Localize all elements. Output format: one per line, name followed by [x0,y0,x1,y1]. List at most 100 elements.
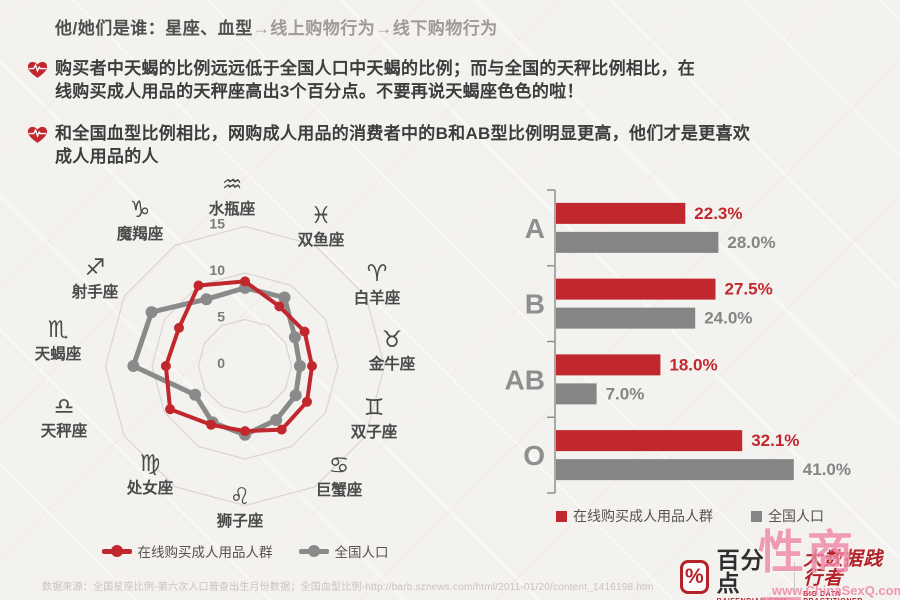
zodiac-symbol-icon: ♓ [311,202,332,228]
radar-data-point [193,280,204,291]
bar-value-label: 24.0% [704,309,752,328]
radar-grid-ring [104,225,386,507]
zodiac-symbol-icon: ♑ [130,196,151,222]
radar-data-point [299,326,310,337]
radar-data-point [240,426,250,437]
page-title-main: 他/她们是谁：星座、血型 [55,19,253,38]
zodiac-symbol-icon: ♌ [230,483,251,509]
logo-brand-url: BAIFENDIAN.COM [717,598,787,600]
zodiac-symbol-icon: ♈ [367,260,388,286]
zodiac-name-label: 双鱼座 [298,230,345,249]
red-line-marker-icon [101,545,132,557]
bar-segment [556,354,661,376]
bar-value-label: 32.1% [751,431,799,450]
radar-grid-ring [151,272,339,460]
radar-data-point [200,293,213,306]
radar-legend-item-national: 全国人口 [298,541,389,561]
radar-data-point [189,388,202,401]
watermark-text: 性商网 [758,526,856,600]
heart-pulse-icon [27,126,48,143]
percent-logo-icon: % [680,560,709,594]
radar-data-point [278,291,291,304]
radar-data-point [165,404,176,415]
radar-data-point [276,424,287,435]
radar-data-point [127,360,140,372]
bar-legend-label-online: 在线购买成人用品人群 [573,508,713,524]
bar-chart-bloodtype: A 22.3% 28.0% B 27.5% 24.0% AB 18.0% 7.0% O 32.1%4… [505,189,851,494]
radar-data-point [206,419,217,430]
blood-type-label: AB [505,364,545,395]
bar-value-label: 7.0% [606,384,645,403]
bullet-text-bloodtype: 和全国血型比例相比，网购成人用品的消费者中的B和AB型比例明显更高，他们才是更喜… [55,124,751,166]
radar-legend-label-national: 全国人口 [334,545,389,560]
bar-value-label: 18.0% [669,355,717,374]
gray-square-marker-icon [751,510,762,522]
radar-data-point [302,396,312,407]
radar-axis-tick-label: 0 [217,355,225,371]
zodiac-name-label: 处女座 [126,478,174,497]
radar-grid-ring [197,318,293,414]
radar-chart-zodiac: 0 5 10 15 ♒ 水瓶座 ♓ 双鱼座 ♈ 白羊座 ♉ 金牛座 ♊ 双子座♋ 巨蟹座 ♌ 狮子座 ♍ 处女座 ♎ 天… [35,171,416,530]
radar-data-point [288,331,301,344]
bar-segment [556,383,597,405]
radar-data-point [274,301,285,312]
zodiac-symbol-icon: ♍ [140,450,161,476]
data-source-note: 数据来源：全国星座比例-第六次人口普查出生月份数据；全国血型比例-http://… [42,582,654,593]
bar-value-label: 28.0% [727,233,775,252]
logo-slogan: 大数据践行者 [803,548,884,589]
radar-data-point [174,322,184,333]
heart-pulse-icon [27,61,48,78]
zodiac-name-label: 天秤座 [41,421,88,440]
bar-segment [556,459,794,481]
bar-segment [556,430,743,452]
bullet-text-zodiac: 购买者中天蝎的比例远远低于全国人口中天蝎的比例；而与全国的天秤比例相比，在 线购… [55,59,696,101]
radar-axis-tick-label: 5 [217,309,225,325]
logo-brand-name: 百分点 [716,547,765,596]
bar-segment [556,307,696,329]
zodiac-name-label: 双子座 [351,422,398,441]
gray-line-marker-icon [298,545,329,557]
radar-data-point [289,389,302,402]
bar-legend-label-national: 全国人口 [768,508,824,524]
radar-data-point [240,276,250,287]
blood-type-label: O [523,440,545,471]
bar-value-label: 41.0% [803,460,851,479]
zodiac-name-label: 白羊座 [354,288,401,307]
radar-data-point [160,361,171,371]
zodiac-symbol-icon: ♊ [364,394,385,420]
zodiac-symbol-icon: ♐ [85,254,106,280]
logo-divider [794,562,796,592]
zodiac-name-label: 魔羯座 [117,224,164,243]
radar-legend: 在线购买成人用品人群 全国人口 [25,541,465,561]
zodiac-symbol-icon: ♒ [222,171,243,197]
zodiac-name-label: 狮子座 [216,511,264,530]
radar-data-point [270,414,283,426]
bar-value-label: 22.3% [694,204,742,223]
baifendian-logo: % 百分点 BAIFENDIAN.COM 大数据践行者 BIG DATA PRA… [680,549,900,600]
zodiac-name-label: 巨蟹座 [316,480,363,499]
radar-data-point [293,360,306,372]
zodiac-symbol-icon: ♏ [48,316,69,342]
page-title-flow: →线上购物行为→线下购物行为 [252,19,498,38]
zodiac-symbol-icon: ♎ [54,393,75,419]
bar-legend-item-online: 在线购买成人用品人群 [556,506,713,526]
bar-legend: 在线购买成人用品人群 全国人口 [556,506,824,526]
zodiac-symbol-icon: ♋ [329,452,350,478]
radar-data-point [307,361,317,371]
zodiac-name-label: 射手座 [71,282,119,301]
bar-segment [556,202,686,224]
radar-data-point [145,306,158,319]
zodiac-name-label: 金牛座 [368,354,416,373]
watermark-url: www.ChinaSexQ.com [772,583,900,598]
radar-legend-item-online: 在线购买成人用品人群 [101,541,273,561]
radar-axis-tick-label: 10 [209,262,225,278]
radar-legend-label-online: 在线购买成人用品人群 [137,545,273,560]
bar-legend-item-national: 全国人口 [751,506,824,526]
zodiac-symbol-icon: ♉ [382,326,403,352]
bar-segment [556,231,719,253]
zodiac-name-label: 水瓶座 [209,199,256,218]
red-square-marker-icon [556,510,567,522]
bar-value-label: 27.5% [725,280,773,299]
radar-axis-tick-label: 15 [209,216,225,232]
